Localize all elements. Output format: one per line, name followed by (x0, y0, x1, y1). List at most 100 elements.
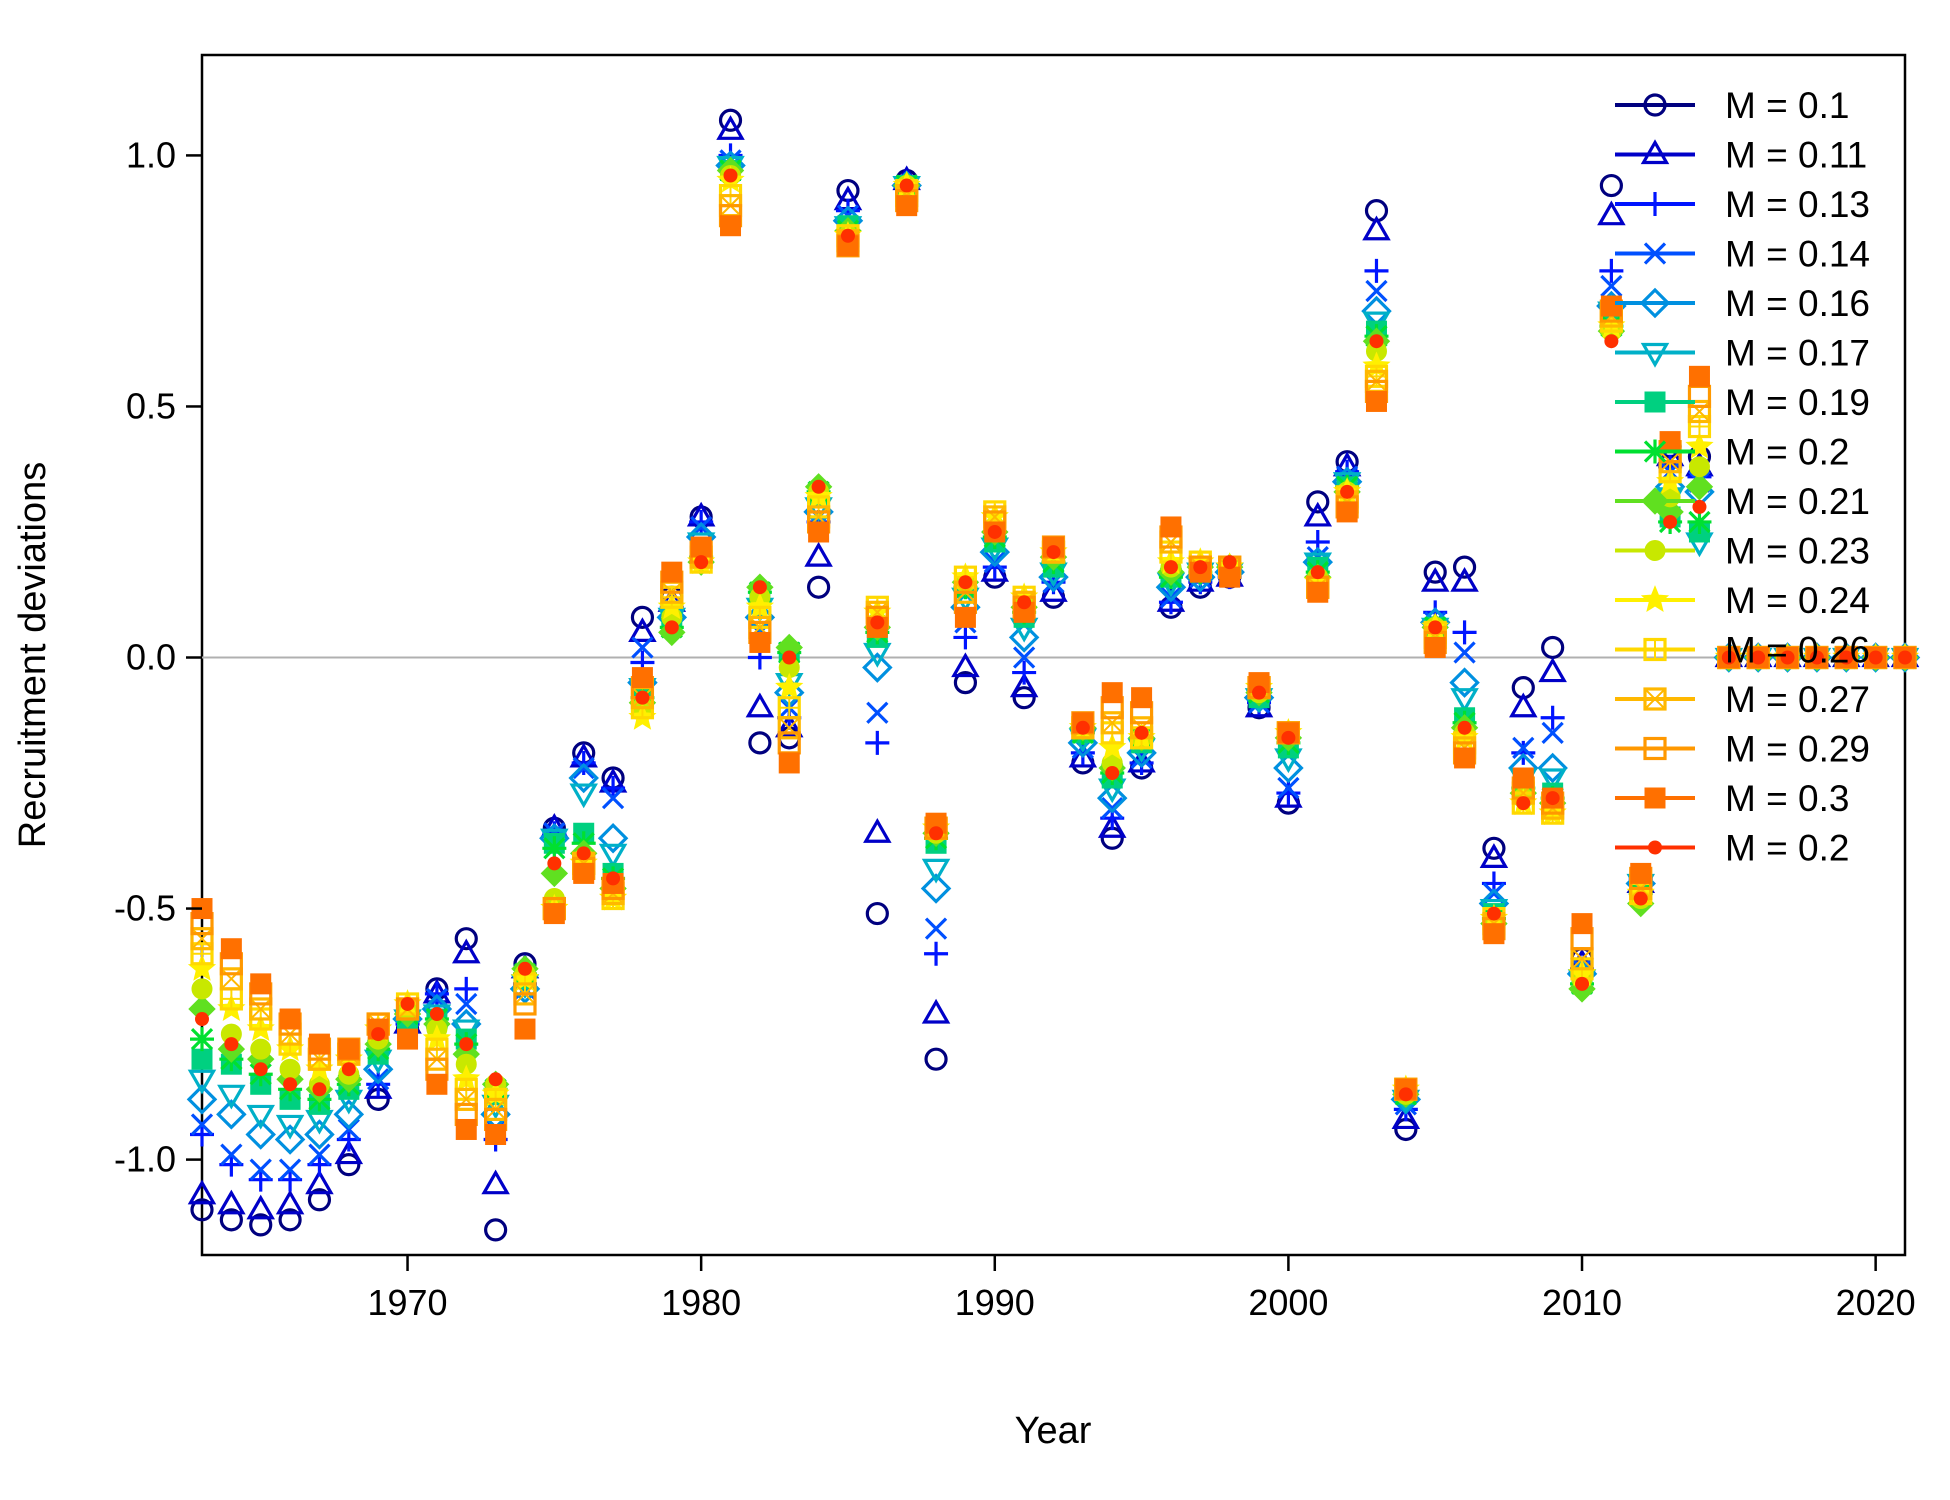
data-point (1303, 501, 1333, 527)
data-point (1068, 742, 1098, 768)
data-point (1545, 791, 1560, 806)
data-point (190, 1027, 214, 1052)
data-point (220, 968, 243, 990)
data-point (278, 1158, 302, 1181)
legend-marker (1639, 287, 1671, 319)
data-point (1420, 566, 1450, 592)
legend-marker (1644, 540, 1666, 561)
data-point (1450, 566, 1479, 592)
data-point (187, 1179, 217, 1205)
data-point (635, 690, 650, 705)
data-point (921, 998, 951, 1024)
data-point (1599, 173, 1623, 198)
data-point (573, 862, 595, 884)
legend-label: M = 0.1 (1725, 85, 1849, 126)
data-point (455, 1118, 477, 1140)
data-point (543, 903, 565, 925)
data-point (190, 927, 214, 951)
data-point (1780, 650, 1795, 665)
data-point (1571, 948, 1593, 970)
data-point (661, 561, 683, 583)
data-point (1688, 456, 1710, 478)
data-point (1046, 545, 1061, 560)
legend-marker (1643, 192, 1667, 216)
x-tick-label: 1970 (367, 1282, 447, 1323)
legend-item: M = 0.29 (1615, 729, 1870, 770)
data-point (862, 652, 893, 683)
data-point (371, 1027, 386, 1042)
legend-marker (1643, 687, 1667, 711)
series-0 (190, 108, 1917, 1242)
data-point (307, 1188, 332, 1212)
x-tick-label: 1980 (661, 1282, 741, 1323)
data-point (1721, 650, 1736, 665)
data-point (628, 617, 657, 643)
legend-label: M = 0.26 (1725, 630, 1870, 671)
data-point (1486, 906, 1501, 921)
data-point (953, 625, 978, 650)
data-point (1012, 660, 1037, 685)
data-point (1479, 843, 1509, 868)
data-point (1454, 747, 1476, 769)
data-point (341, 1062, 356, 1077)
data-point (1131, 687, 1153, 709)
x-tick-label: 1990 (955, 1282, 1035, 1323)
data-point (362, 1053, 394, 1085)
x-tick-label: 2020 (1836, 1282, 1916, 1323)
data-point (568, 762, 599, 794)
legend-item: M = 0.26 (1615, 630, 1870, 671)
data-point (191, 927, 213, 950)
data-point (1538, 657, 1567, 683)
data-point (1365, 279, 1388, 303)
legend-item: M = 0.16 (1615, 283, 1870, 324)
data-point (958, 575, 973, 590)
data-point (631, 667, 653, 689)
data-point (1541, 635, 1565, 660)
data-point (224, 1037, 239, 1052)
data-point (630, 605, 655, 629)
data-point (312, 1082, 327, 1097)
data-point (576, 846, 591, 861)
legend-marker (1641, 487, 1669, 515)
legend-item: M = 0.24 (1615, 580, 1870, 621)
series-12 (190, 183, 1917, 1121)
data-point (1424, 636, 1446, 658)
data-point (217, 1084, 246, 1110)
data-point (953, 671, 978, 695)
data-point (1101, 797, 1124, 820)
legend-marker (1644, 688, 1666, 710)
y-tick-label: 0.5 (126, 385, 176, 426)
data-point (1008, 622, 1040, 653)
data-point (1362, 215, 1391, 241)
data-point (547, 856, 562, 871)
data-point (569, 783, 598, 809)
data-point (863, 818, 892, 843)
data-point (779, 697, 800, 718)
data-point (1160, 516, 1182, 538)
data-point (426, 1073, 448, 1095)
data-point (601, 786, 625, 810)
data-point (1222, 555, 1237, 570)
data-point (308, 1033, 330, 1055)
legend-item: M = 0.13 (1615, 184, 1870, 225)
legend-marker (1643, 93, 1667, 117)
data-point (250, 973, 272, 995)
data-point (1482, 836, 1506, 860)
data-point (275, 1189, 305, 1215)
legend-label: M = 0.13 (1725, 184, 1870, 225)
series-1 (187, 115, 1920, 1220)
legend: M = 0.1 M = 0.11 M = 0.13 M = 0.14 M = 0.16 M… (1615, 85, 1870, 869)
data-point (253, 1062, 268, 1077)
data-point (1101, 682, 1123, 704)
data-point (1364, 258, 1389, 283)
legend-label: M = 0.16 (1725, 283, 1870, 324)
legend-item: M = 0.14 (1615, 234, 1870, 275)
data-point (1688, 365, 1710, 387)
data-point (1013, 646, 1036, 669)
x-tick-label: 2010 (1542, 1282, 1622, 1323)
data-point (1687, 509, 1712, 534)
data-point (367, 1068, 390, 1091)
legend-label: M = 0.27 (1725, 679, 1870, 720)
data-point (455, 992, 478, 1016)
